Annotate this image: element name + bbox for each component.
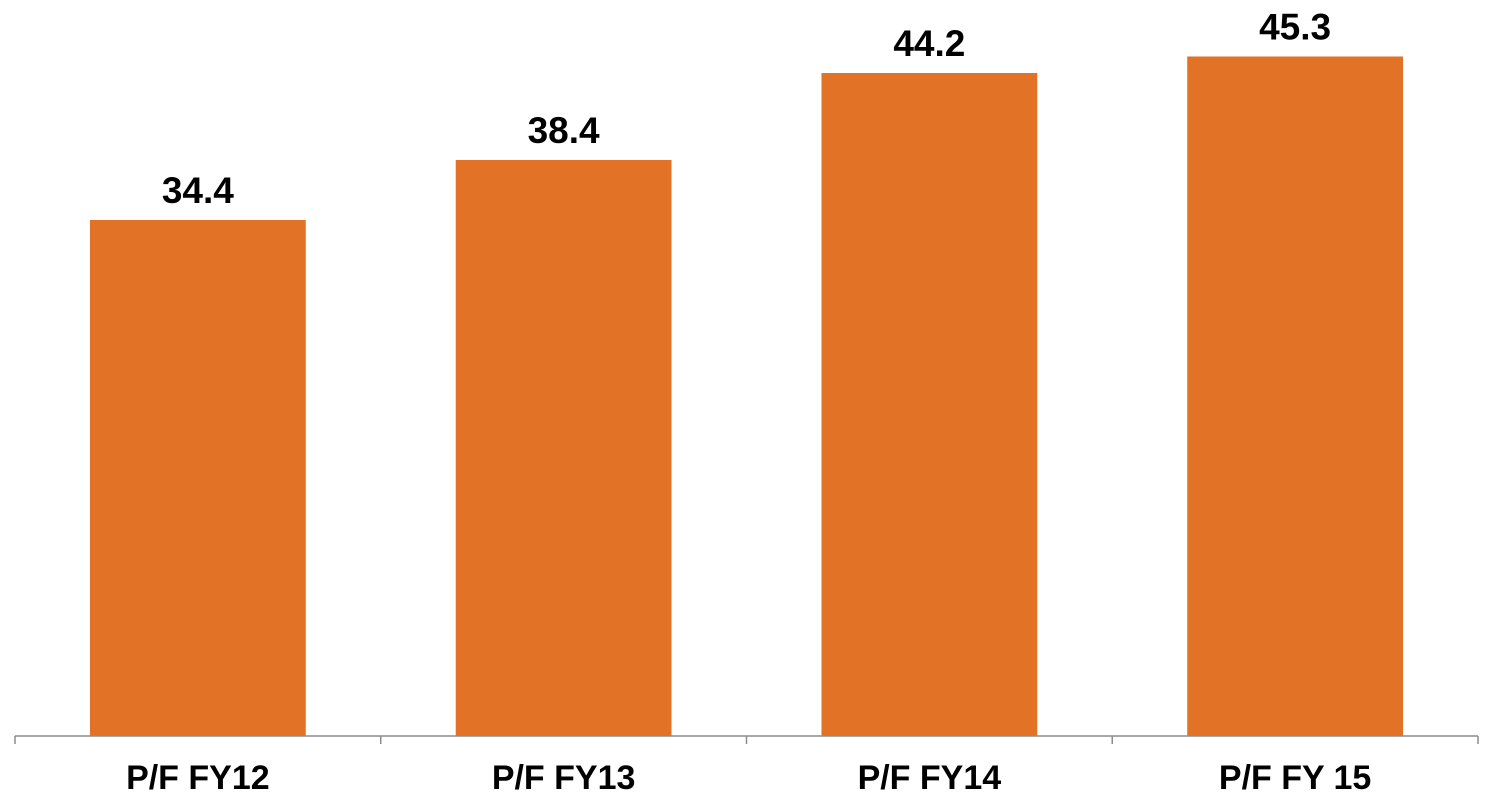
category-label-4: P/F FY 15: [1219, 759, 1371, 793]
category-label-3: P/F FY14: [858, 759, 1002, 793]
value-label-2: 38.4: [528, 110, 600, 151]
bar-3: [821, 73, 1038, 736]
value-label-4: 45.3: [1259, 7, 1331, 48]
value-label-3: 44.2: [893, 23, 965, 64]
bars-group: [89, 56, 1404, 736]
bar-1: [89, 220, 306, 736]
category-label-1: P/F FY12: [126, 759, 270, 793]
category-labels-group: P/F FY12 P/F FY13 P/F FY14 P/F FY 15: [126, 759, 1371, 793]
bar-4: [1187, 56, 1404, 736]
bar-2: [455, 160, 672, 736]
x-axis: [14, 735, 1479, 744]
category-label-2: P/F FY13: [492, 759, 636, 793]
value-label-1: 34.4: [162, 170, 234, 211]
value-labels-group: 34.4 38.4 44.2 45.3: [162, 7, 1331, 212]
